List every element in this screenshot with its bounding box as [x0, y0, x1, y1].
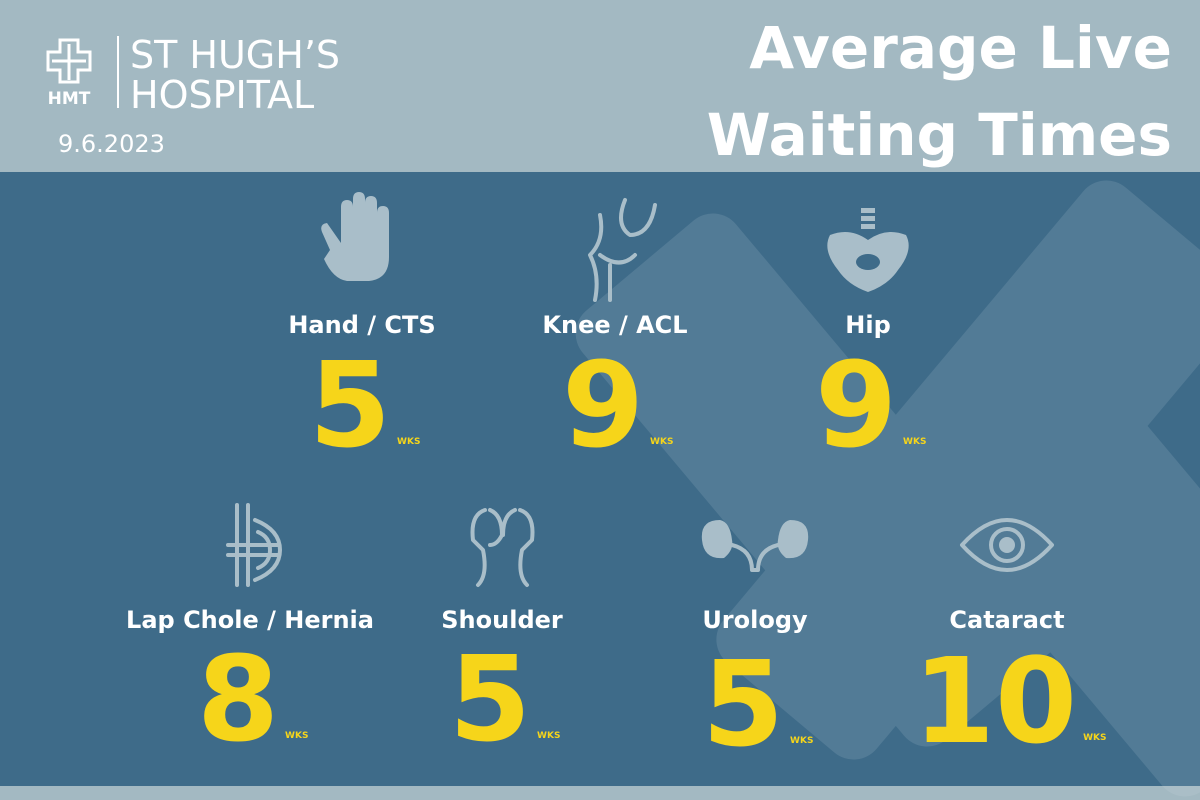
- title: Average Live: [749, 14, 1172, 82]
- item-label: Urology: [702, 606, 808, 634]
- item-value: 9: [815, 336, 897, 474]
- logo-mark: HMT: [48, 89, 91, 109]
- item-unit: WKS: [903, 437, 926, 447]
- eye-icon: [960, 518, 1054, 572]
- item-label: Hand / CTS: [288, 311, 435, 339]
- item-value: 9: [562, 336, 644, 474]
- item-value: 8: [197, 630, 279, 768]
- item-value: 5: [449, 630, 531, 768]
- item-unit: WKS: [397, 437, 420, 447]
- knee-icon: [588, 198, 657, 302]
- kidney-icon: [701, 520, 809, 572]
- hernia-icon: [226, 503, 282, 587]
- footer-band: [0, 786, 1200, 800]
- item-unit: WKS: [650, 437, 673, 447]
- title: Waiting Times: [707, 101, 1172, 169]
- background-cross: [575, 180, 1200, 797]
- item-label: Cataract: [949, 606, 1064, 634]
- hand-icon: [321, 192, 389, 281]
- header-band: [0, 0, 1200, 172]
- item-unit: WKS: [537, 731, 560, 741]
- hospital-name: ST HUGH’S: [130, 33, 340, 77]
- shoulder-icon: [470, 508, 535, 587]
- item-value: 10: [913, 632, 1077, 770]
- item-unit: WKS: [790, 736, 813, 746]
- date: 9.6.2023: [58, 130, 165, 158]
- item-label: Shoulder: [441, 606, 563, 634]
- hospital-name: HOSPITAL: [130, 73, 314, 117]
- item-label: Lap Chole / Hernia: [126, 606, 374, 634]
- logo: HMT ST HUGH’S HOSPITAL: [46, 33, 340, 117]
- item-label: Knee / ACL: [542, 311, 687, 339]
- hip-icon: [827, 208, 909, 292]
- item-value: 5: [309, 336, 391, 474]
- item-label: Hip: [845, 311, 891, 339]
- item-unit: WKS: [1083, 733, 1106, 743]
- item-value: 5: [702, 635, 784, 773]
- item-unit: WKS: [285, 731, 308, 741]
- main-panel: [0, 172, 1200, 786]
